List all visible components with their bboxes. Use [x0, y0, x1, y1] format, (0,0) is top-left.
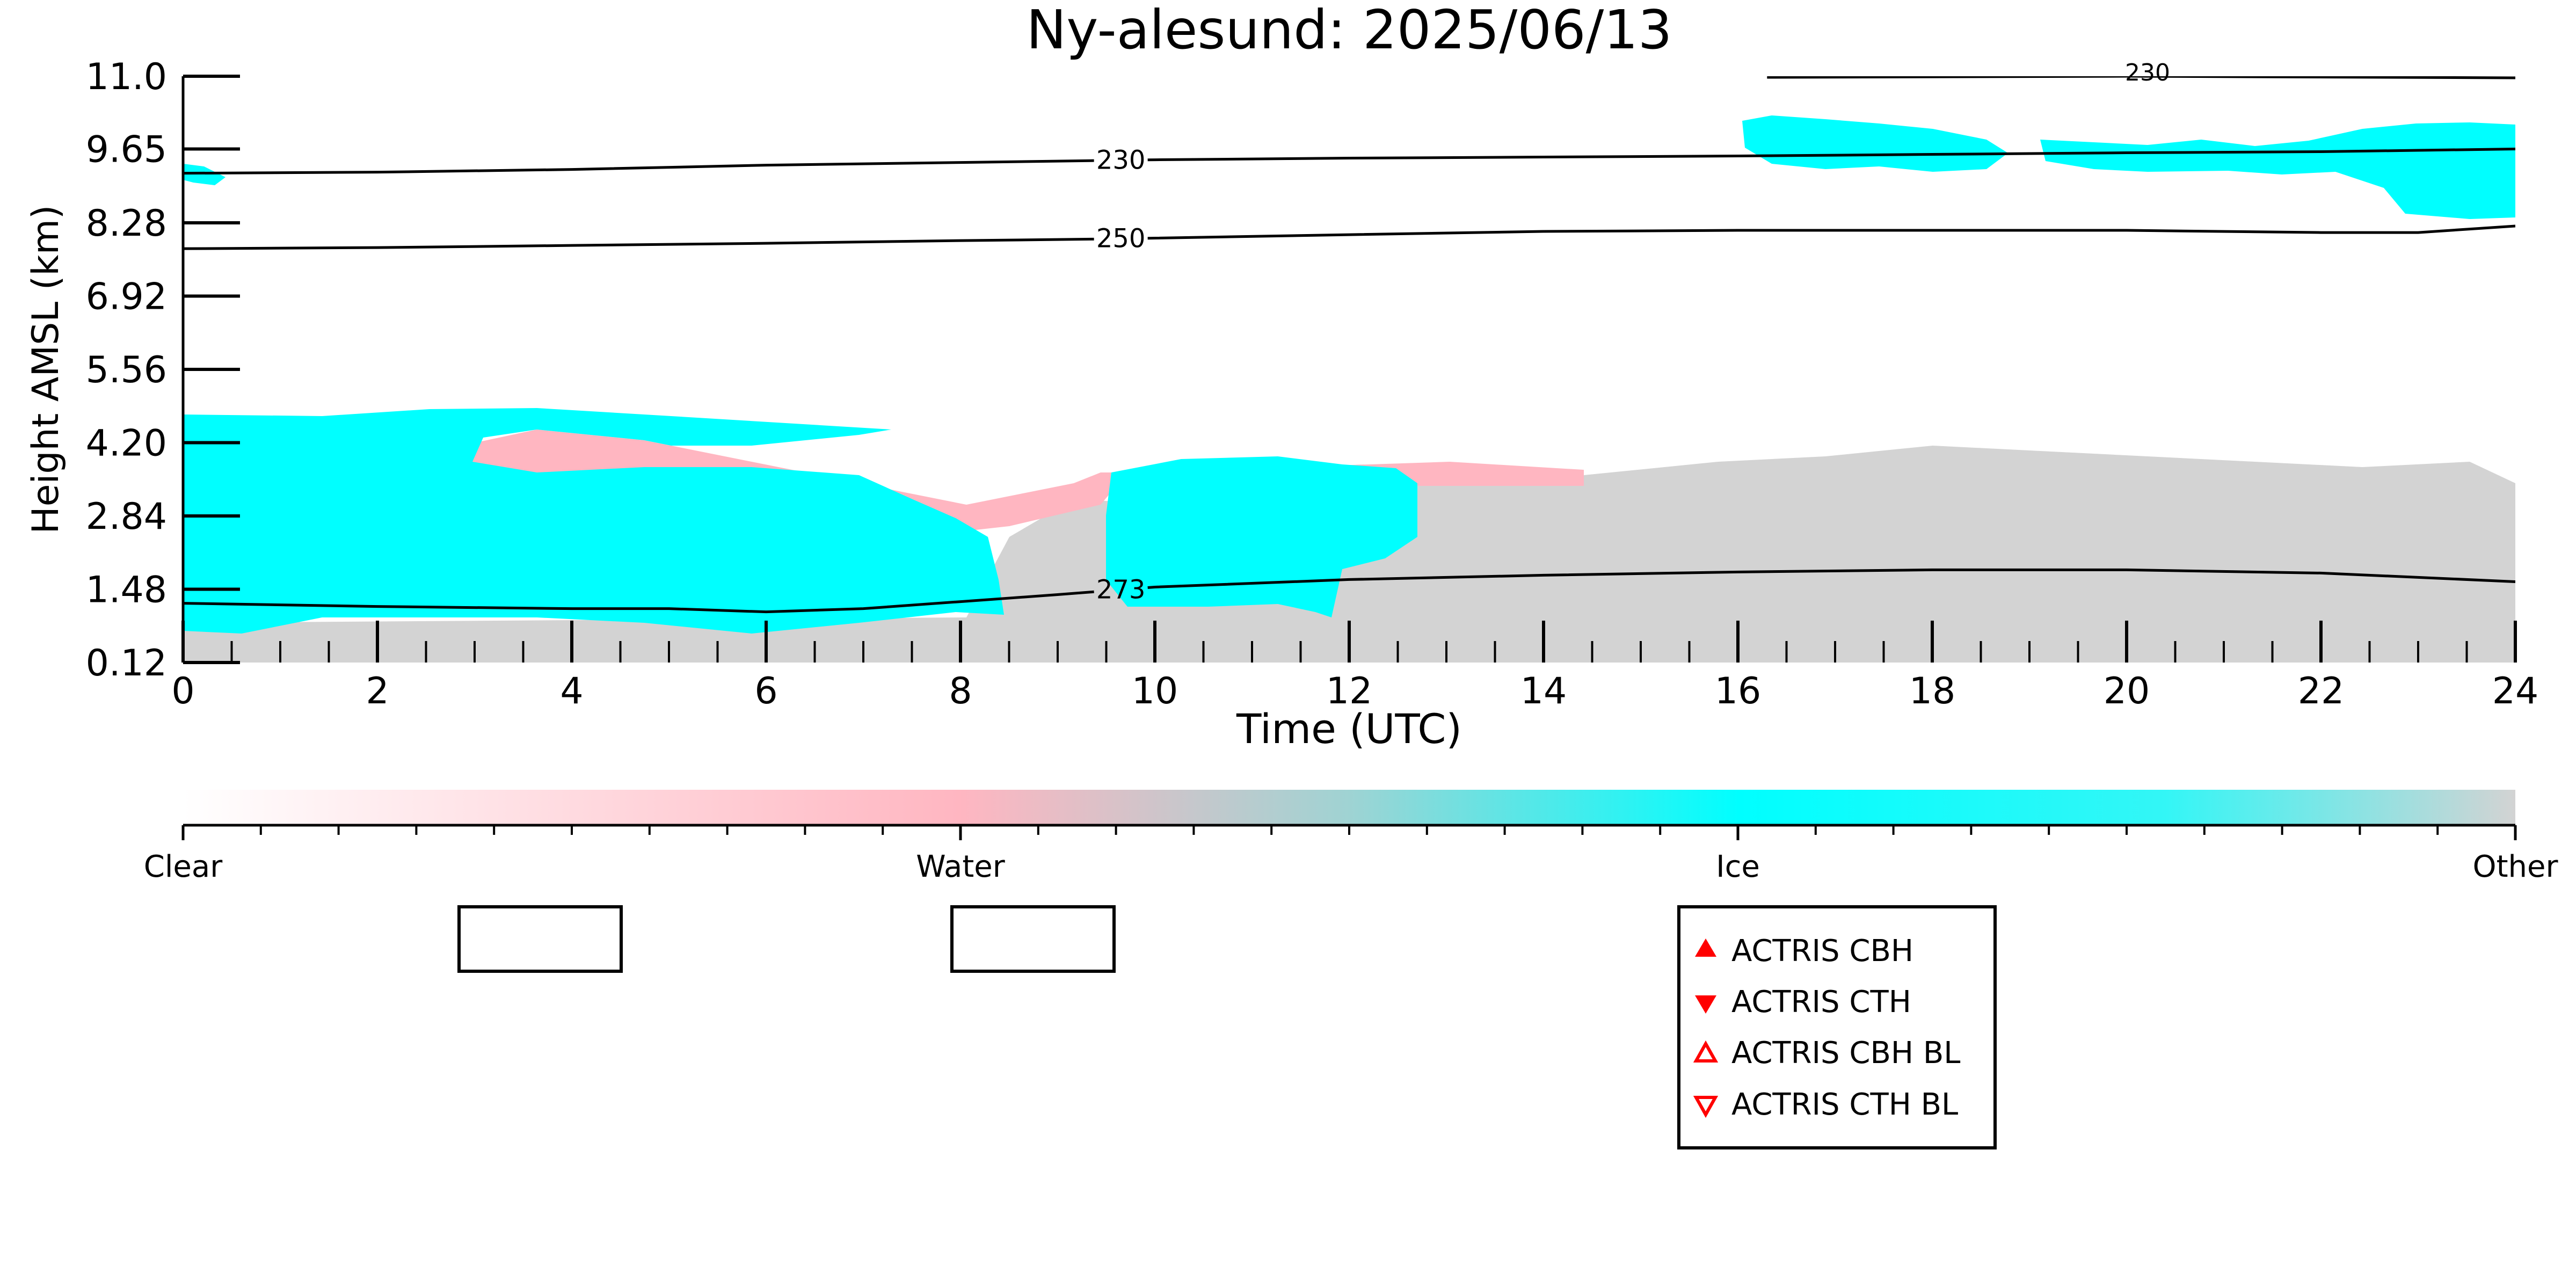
chart-title: Ny-alesund: 2025/06/13 [1026, 0, 1672, 61]
y-tick-label: 9.65 [86, 128, 167, 171]
x-tick-label: 0 [171, 670, 194, 712]
ice-region [183, 164, 225, 185]
y-tick-label: 5.56 [86, 349, 167, 391]
contour-line [1147, 224, 2515, 240]
x-tick-label: 18 [1909, 670, 1956, 712]
legend-frame [1677, 905, 1997, 1149]
contour-label-partial: 230 [2125, 59, 2170, 86]
x-tick-label: 12 [1326, 670, 1373, 712]
contour-label: 230 [1096, 145, 1146, 175]
contour-labels: 230 250 273 [1096, 145, 1146, 605]
contour-label: 273 [1096, 574, 1146, 605]
ice-region [1106, 456, 1417, 617]
contour-line [1147, 568, 2515, 590]
contour-label: 250 [1096, 224, 1146, 254]
legend-label: ACTRIS CBH BL [1731, 1036, 1960, 1071]
ice-region [183, 408, 1004, 634]
contour-line [183, 590, 1094, 614]
legend-box-empty [457, 905, 623, 973]
triangle-up-filled-icon [1695, 938, 1716, 957]
colorbar-label: Clear [144, 849, 223, 884]
triangle-down-outline-icon [1693, 1096, 1719, 1118]
colorbar [183, 790, 2515, 825]
colorbar-labels: Clear Water Ice Other [144, 849, 2559, 884]
colorbar-label: Ice [1716, 849, 1760, 884]
triangle-down-filled-icon [1695, 995, 1716, 1014]
colorbar-ticks [181, 824, 2517, 840]
x-tick-label: 16 [1715, 670, 1762, 712]
y-tick-label: 0.12 [86, 642, 167, 685]
y-ticks: 0.12 1.48 2.84 4.20 5.56 6.92 8.28 9.65 11.0 [86, 56, 240, 685]
y-tick-label: 1.48 [86, 569, 167, 612]
x-tick-label: 20 [2104, 670, 2150, 712]
ice-region [2040, 122, 2515, 219]
x-tick-label: 24 [2492, 670, 2539, 712]
colorbar-label: Water [916, 849, 1006, 884]
triangle-up-outline-icon [1693, 1040, 1719, 1063]
contour-line [1147, 147, 2515, 162]
y-tick-label: 4.20 [86, 423, 167, 465]
contour-line [183, 159, 1094, 175]
ice-region [1742, 115, 2008, 172]
x-tick-label: 8 [949, 670, 972, 712]
y-tick-label: 2.84 [86, 496, 167, 538]
x-tick-label: 4 [560, 670, 583, 712]
x-tick-label: 14 [1520, 670, 1567, 712]
legend-label: ACTRIS CBH [1731, 934, 1913, 969]
x-axis-label: Time (UTC) [1236, 705, 1462, 753]
cloud-mask [183, 115, 2515, 663]
legend-box-empty [950, 905, 1116, 973]
y-tick-label: 6.92 [86, 276, 167, 318]
y-axis-label: Height AMSL (km) [25, 205, 67, 534]
y-tick-label: 11.0 [86, 56, 167, 98]
x-tick-label: 10 [1132, 670, 1178, 712]
x-tick-label: 6 [754, 670, 777, 712]
x-tick-label: 2 [366, 670, 389, 712]
x-tick-label: 22 [2298, 670, 2345, 712]
y-tick-label: 8.28 [86, 202, 167, 245]
colorbar-label: Other [2472, 849, 2558, 884]
legend: ACTRIS CBH ACTRIS CTH ACTRIS CBH BL ACTR… [1677, 905, 1997, 1149]
legend-label: ACTRIS CTH BL [1731, 1087, 1958, 1122]
contour-line [1767, 76, 2515, 79]
x-ticks: 0 2 4 6 8 10 12 14 16 18 20 22 24 [171, 621, 2538, 712]
contour-line [183, 237, 1094, 250]
legend-label: ACTRIS CTH [1731, 985, 1911, 1020]
temperature-contours [183, 76, 2515, 614]
